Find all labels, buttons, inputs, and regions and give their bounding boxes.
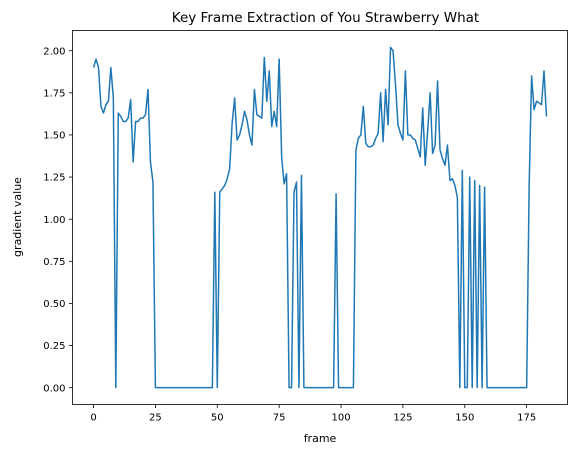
y-tick-label: 0.00 — [43, 383, 65, 394]
x-tick-label: 175 — [517, 413, 536, 424]
x-axis-ticks: 0 25 50 75 100 125 150 175 — [90, 404, 536, 424]
x-tick-label: 150 — [455, 413, 474, 424]
x-axis-label: frame — [304, 432, 337, 445]
y-tick-label: 0.25 — [43, 341, 65, 352]
series-line-0 — [92, 46, 548, 389]
y-tick-label: 1.75 — [43, 88, 65, 99]
axes-frame — [72, 30, 568, 405]
x-tick-label: 25 — [149, 413, 162, 424]
x-tick-label: 0 — [90, 413, 96, 424]
x-tick-label: 100 — [331, 413, 350, 424]
y-tick-label: 0.75 — [43, 257, 65, 268]
y-tick-label: 1.50 — [43, 131, 65, 142]
x-tick-label: 75 — [273, 413, 286, 424]
chart-title: Key Frame Extraction of You Strawberry W… — [172, 10, 479, 26]
y-tick-label: 0.50 — [43, 299, 65, 310]
y-axis-ticks: 0.00 0.25 0.50 0.75 1.00 1.25 1.50 1.75 2.00 — [43, 46, 73, 394]
y-tick-label: 2.00 — [43, 46, 65, 57]
y-tick-label: 1.00 — [43, 215, 65, 226]
y-axis-label: gradient value — [11, 177, 24, 257]
x-tick-label: 50 — [211, 413, 224, 424]
plot-area — [92, 46, 548, 389]
x-tick-label: 125 — [393, 413, 412, 424]
y-tick-label: 1.25 — [43, 173, 65, 184]
